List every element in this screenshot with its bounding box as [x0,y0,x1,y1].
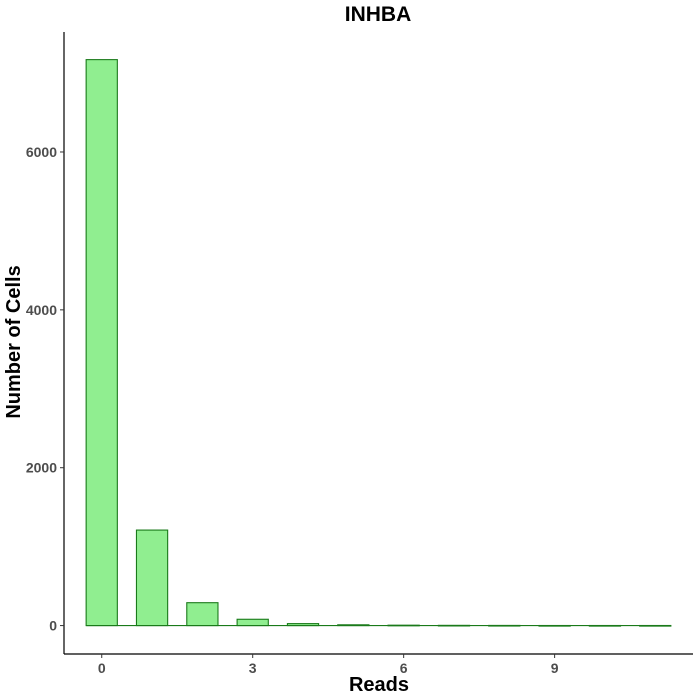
x-tick-label: 3 [249,660,257,676]
bar-0 [85,59,118,627]
chart-title: INHBA [345,3,412,26]
y-tick-label: 4000 [26,302,57,318]
x-tick-label: 9 [551,660,559,676]
x-ticks-group: 0 3 6 9 [98,654,559,676]
y-axis-title: Number of Cells [3,265,25,418]
bar-3 [236,618,269,627]
x-axis-title: Reads [349,674,409,696]
bar-1 [135,529,169,627]
bar-2 [186,602,219,627]
y-tick-label: 0 [49,618,57,634]
y-tick-label: 2000 [26,460,57,476]
y-tick-label: 6000 [26,144,57,160]
y-ticks-group: 0 2000 4000 6000 [26,144,64,634]
bars-group [85,59,672,627]
x-tick-label: 6 [400,660,408,676]
x-tick-label: 0 [98,660,106,676]
